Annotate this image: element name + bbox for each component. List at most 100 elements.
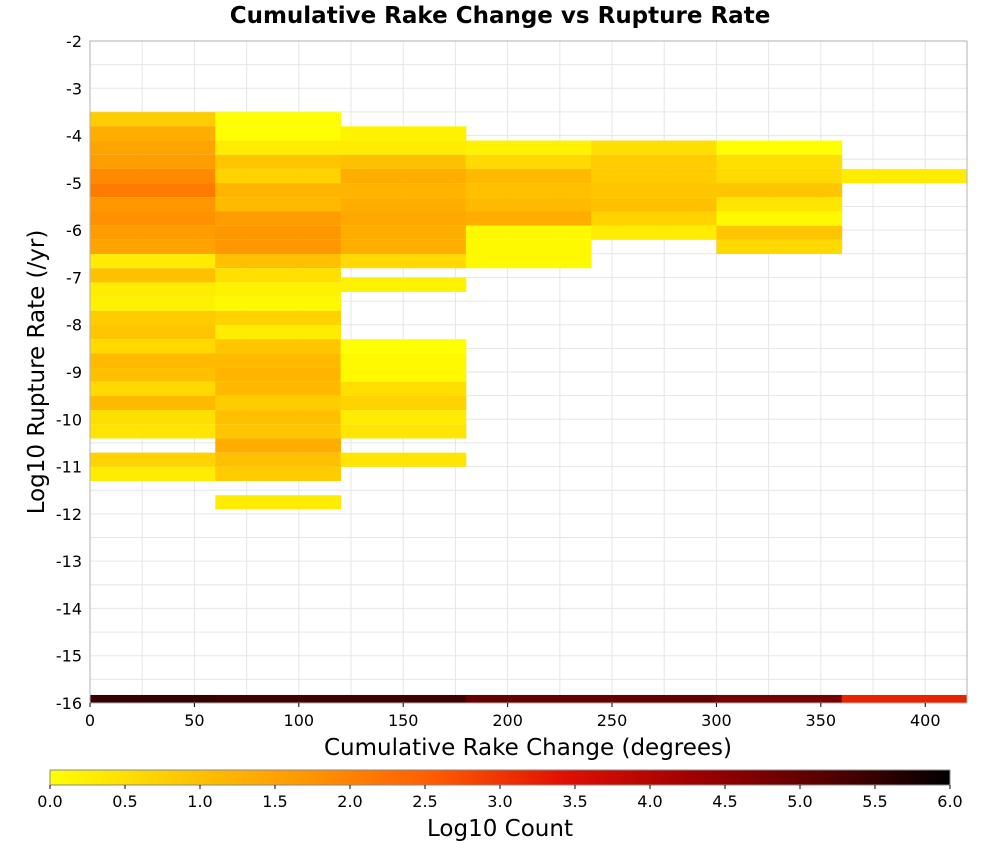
heatmap-cell [465,225,592,240]
y-tick-label: -3 [66,79,82,98]
y-tick-label: -7 [66,268,82,287]
colorbar-tick-label: 2.0 [337,792,362,811]
heatmap-cell [90,296,216,311]
heatmap-cell [340,197,467,212]
x-axis-ticks: 0 50 100 150 200 250 300 350 400 [85,703,941,730]
heatmap-cell [90,112,216,127]
x-tick-label: 300 [701,711,732,730]
heatmap-cell [340,154,467,169]
y-tick-label: -6 [66,221,82,240]
colorbar-tick-label: 6.0 [937,792,962,811]
heatmap-cell [90,126,216,141]
heatmap-cell [716,154,843,169]
heatmap-cell [465,183,592,198]
heatmap-cell [340,339,467,354]
y-tick-label: -8 [66,316,82,335]
colorbar-tick-label: 1.5 [262,792,287,811]
heatmap-cell [90,324,216,340]
heatmap-cell [215,168,342,184]
heatmap-cell [716,183,843,198]
heatmap-cell [841,168,968,184]
heatmap-cell [716,694,843,703]
heatmap-cell [215,296,342,311]
heatmap-cell [591,197,717,212]
heatmap-cell [340,211,467,226]
heatmap-cell [465,254,592,269]
heatmap-cell [90,310,216,325]
colorbar-tick-label: 4.0 [637,792,662,811]
heatmap-cell [465,211,592,226]
y-tick-label: -14 [56,599,82,618]
heatmap-cell [215,424,342,439]
heatmap-cell [340,126,467,141]
y-tick-label: -11 [56,458,82,477]
heatmap-cell [90,197,216,212]
y-axis-ticks: -2 -3 -4 -5 -6 -7 -8 -9 -10 -11 -12 -13 -14 -15 -16 [56,32,82,713]
heatmap-cell [340,225,467,240]
heatmap-cell [215,254,342,269]
heatmap-cell [215,310,342,325]
heatmap-cell [215,381,342,396]
heatmap-cell [465,239,592,255]
heatmap-cell [591,225,717,240]
chart-title: Cumulative Rake Change vs Rupture Rate [230,3,771,29]
heatmap-cell [215,239,342,255]
heatmap-cell [215,140,342,155]
colorbar-tick-label: 3.5 [562,792,587,811]
y-axis-label: Log10 Rupture Rate (/yr) [24,230,50,515]
heatmap-cell [215,211,342,226]
heatmap-cell [90,183,216,198]
heatmap-cell [591,154,717,169]
heatmap-cell [340,452,467,467]
x-tick-label: 100 [284,711,315,730]
colorbar-tick-label: 1.0 [187,792,212,811]
heatmap-cell [465,197,592,212]
colorbar-tick-label: 3.0 [487,792,512,811]
heatmap-cell [340,168,467,184]
heatmap-cell [215,339,342,354]
heatmap-cell [465,168,592,184]
heatmap-cell [340,367,467,382]
heatmap-cell [90,452,216,467]
colorbar-label: Log10 Count [427,816,573,842]
colorbar-tick-label: 5.0 [787,792,812,811]
colorbar-tick-label: 5.5 [862,792,887,811]
heatmap-cell [90,254,216,269]
heatmap-cell [90,466,216,482]
heatmap-cell [591,168,717,184]
heatmap-cell [215,367,342,382]
x-tick-label: 200 [492,711,523,730]
heatmap-cell [340,239,467,255]
heatmap-cell [215,438,342,453]
colorbar-tick-label: 4.5 [712,792,737,811]
heatmap-cell [591,140,717,155]
x-tick-label: 50 [184,711,204,730]
heatmap-cell [215,268,342,283]
heatmap-cell [716,239,843,255]
heatmap-cell [90,211,216,226]
x-tick-label: 250 [597,711,628,730]
heatmap-cell [90,225,216,240]
heatmap-cell [215,395,342,411]
heatmap-cell [716,211,843,226]
y-tick-label: -5 [66,174,82,193]
heatmap-cell [340,183,467,198]
x-tick-label: 400 [910,711,941,730]
colorbar-tick-label: 0.5 [112,792,137,811]
heatmap-cell [215,452,342,467]
heatmap-cell [591,183,717,198]
heatmap-cell [90,410,216,425]
heatmap-cell [340,381,467,396]
heatmap-cell [340,694,467,703]
heatmap-cell [716,168,843,184]
plot-area [89,40,968,704]
heatmap-cell [90,154,216,169]
heatmap-cell [340,277,467,292]
heatmap-cell [215,410,342,425]
y-tick-label: -2 [66,32,82,51]
heatmap-cell [340,395,467,411]
heatmap-cell [591,694,717,703]
colorbar-ticks: 0.0 0.5 1.0 1.5 2.0 2.5 3.0 3.5 4.0 4.5 5.0 5.5 6.0 [37,785,963,811]
heatmap-cell [90,339,216,354]
